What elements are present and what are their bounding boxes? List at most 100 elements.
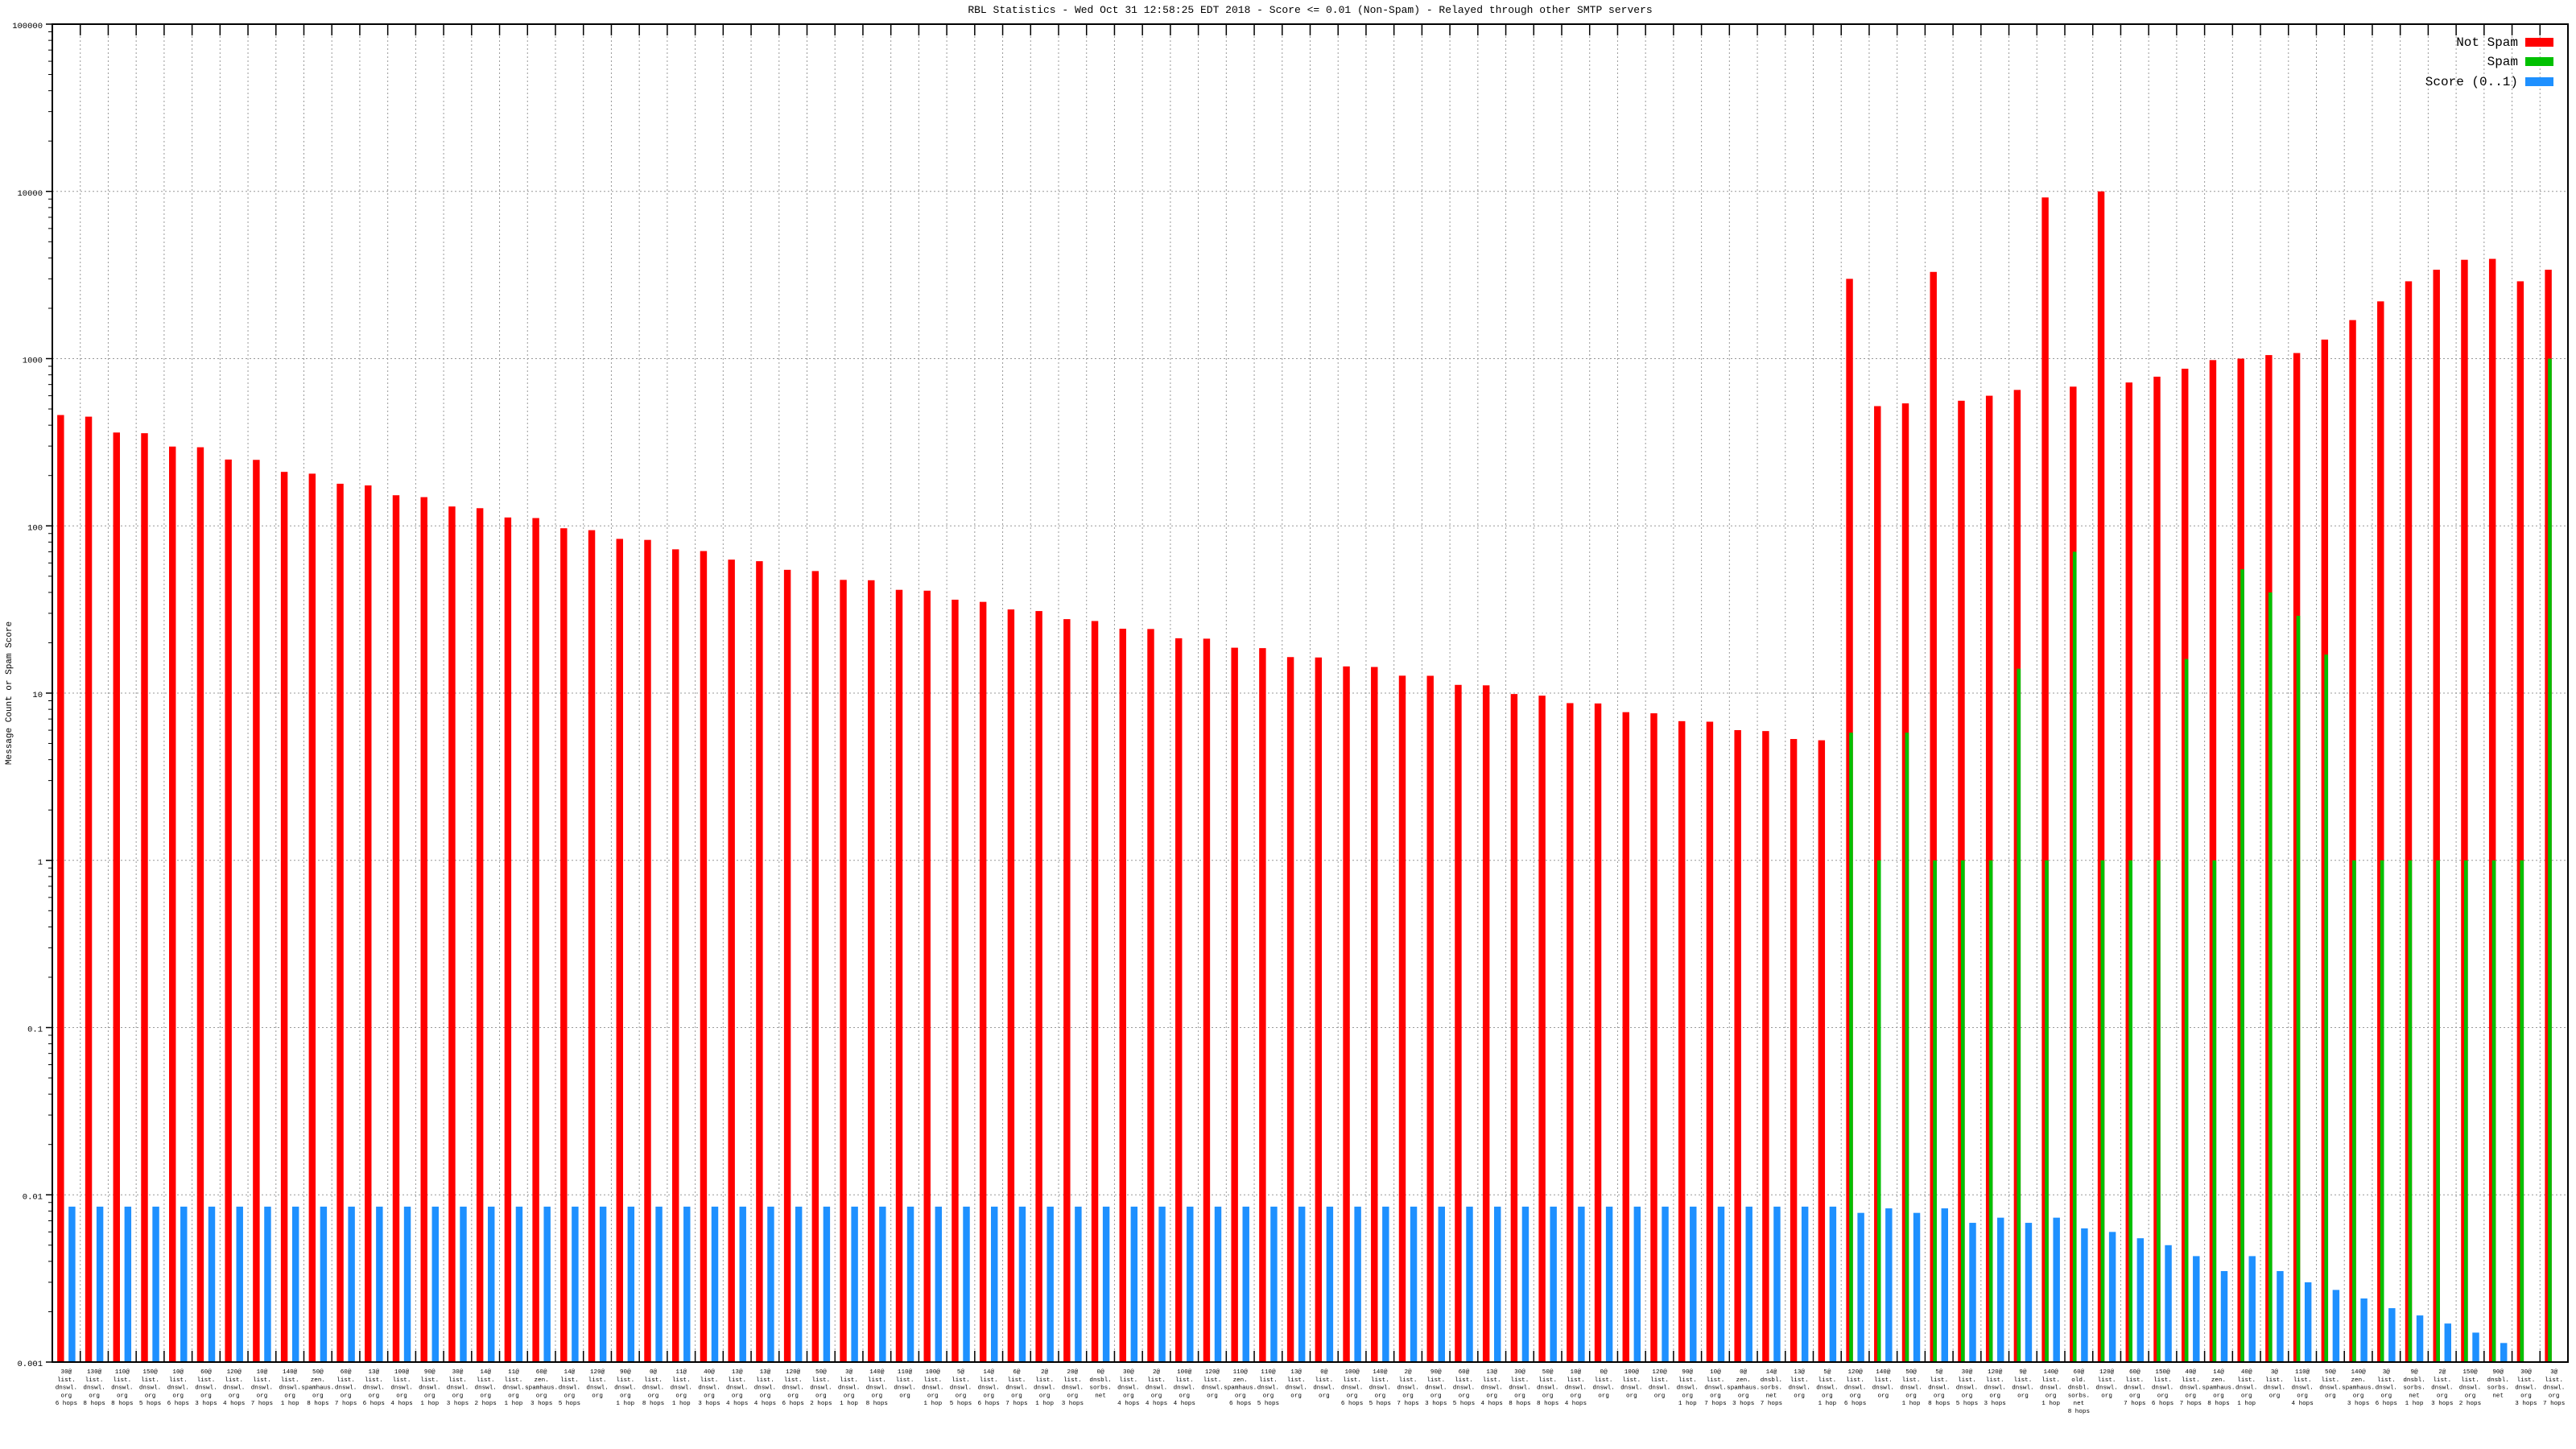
svg-text:org: org (2185, 1393, 2196, 1399)
svg-text:org: org (2465, 1393, 2476, 1399)
svg-text:list.: list. (868, 1377, 886, 1384)
svg-text:org: org (1459, 1393, 1470, 1399)
svg-text:9@: 9@ (2019, 1369, 2027, 1376)
svg-text:dnswl.: dnswl. (2152, 1385, 2174, 1392)
svg-text:1 hop: 1 hop (2405, 1401, 2424, 1407)
svg-text:10@: 10@ (172, 1369, 184, 1376)
svg-text:list.: list. (57, 1377, 76, 1384)
svg-text:org: org (927, 1393, 939, 1399)
svg-text:6@: 6@ (1013, 1369, 1021, 1376)
svg-text:30@: 30@ (1962, 1369, 1973, 1376)
svg-text:org: org (732, 1393, 743, 1399)
svg-text:list.: list. (2545, 1377, 2563, 1384)
svg-text:100: 100 (27, 523, 43, 533)
svg-text:org: org (480, 1393, 491, 1399)
svg-text:list.: list. (1203, 1377, 1222, 1384)
svg-text:3 hops: 3 hops (1425, 1401, 1447, 1407)
svg-text:org: org (396, 1393, 407, 1399)
svg-text:org: org (1905, 1393, 1917, 1399)
svg-text:6 hops: 6 hops (363, 1401, 385, 1407)
svg-text:net: net (2492, 1393, 2504, 1399)
svg-text:org: org (1039, 1393, 1051, 1399)
svg-text:org: org (2046, 1393, 2057, 1399)
svg-text:list.: list. (1399, 1377, 1418, 1384)
svg-text:org: org (2241, 1393, 2252, 1399)
svg-text:3@: 3@ (2550, 1369, 2558, 1376)
svg-text:org: org (2129, 1393, 2140, 1399)
svg-text:list.: list. (980, 1377, 998, 1384)
svg-text:Not Spam: Not Spam (2456, 35, 2518, 50)
svg-text:dnsbl.: dnsbl. (2487, 1377, 2509, 1384)
svg-text:org: org (2157, 1393, 2169, 1399)
svg-text:dnswl.: dnswl. (1844, 1385, 1866, 1392)
svg-text:9@: 9@ (2410, 1369, 2418, 1376)
svg-text:dnswl.: dnswl. (1062, 1385, 1084, 1392)
svg-text:14@: 14@ (2213, 1369, 2224, 1376)
svg-text:org: org (1598, 1393, 1609, 1399)
svg-text:list.: list. (1483, 1377, 1501, 1384)
svg-text:8 hops: 8 hops (1537, 1401, 1558, 1407)
svg-text:list.: list. (1846, 1377, 1864, 1384)
svg-text:list.: list. (1874, 1377, 1893, 1384)
svg-text:6 hops: 6 hops (2152, 1401, 2174, 1407)
svg-text:6 hops: 6 hops (1229, 1401, 1251, 1407)
svg-text:list.: list. (2265, 1377, 2284, 1384)
svg-text:org: org (704, 1393, 715, 1399)
svg-text:3 hops: 3 hops (2431, 1401, 2453, 1407)
svg-text:3@: 3@ (2383, 1369, 2391, 1376)
svg-text:30@: 30@ (2520, 1369, 2532, 1376)
svg-text:dnswl.: dnswl. (2515, 1385, 2537, 1392)
svg-text:4 hops: 4 hops (1481, 1401, 1503, 1407)
svg-text:5 hops: 5 hops (1453, 1401, 1475, 1407)
svg-text:dnswl.: dnswl. (950, 1385, 972, 1392)
svg-text:org: org (620, 1393, 631, 1399)
svg-text:dnswl.: dnswl. (279, 1385, 300, 1392)
svg-text:org: org (229, 1393, 240, 1399)
svg-text:60@: 60@ (341, 1369, 352, 1376)
svg-text:dnswl.: dnswl. (810, 1385, 832, 1392)
svg-text:60@: 60@ (1459, 1369, 1470, 1376)
svg-text:org: org (1571, 1393, 1582, 1399)
svg-text:org: org (452, 1393, 464, 1399)
svg-text:5 hops: 5 hops (1956, 1401, 1978, 1407)
svg-text:150@: 150@ (2462, 1369, 2478, 1376)
svg-text:list.: list. (225, 1377, 243, 1384)
svg-text:dnswl.: dnswl. (1369, 1385, 1391, 1392)
svg-text:50@: 50@ (1542, 1369, 1554, 1376)
svg-text:4 hops: 4 hops (1174, 1401, 1195, 1407)
svg-text:1 hop: 1 hop (616, 1401, 634, 1407)
svg-text:list.: list. (1343, 1377, 1361, 1384)
svg-text:dnswl.: dnswl. (2124, 1385, 2145, 1392)
svg-text:0@: 0@ (1600, 1369, 1608, 1376)
svg-text:120@: 120@ (2099, 1369, 2115, 1376)
svg-text:dnswl.: dnswl. (1984, 1385, 2006, 1392)
svg-text:org: org (983, 1393, 994, 1399)
svg-text:0.001: 0.001 (17, 1360, 43, 1369)
svg-text:list.: list. (1986, 1377, 2004, 1384)
svg-text:dnswl.: dnswl. (1425, 1385, 1447, 1392)
svg-text:dnswl.: dnswl. (1146, 1385, 1167, 1392)
svg-text:list.: list. (420, 1377, 439, 1384)
svg-text:2 hops: 2 hops (2459, 1401, 2481, 1407)
svg-text:list.: list. (756, 1377, 774, 1384)
svg-text:140@: 140@ (2044, 1369, 2059, 1376)
svg-text:list.: list. (1315, 1377, 1333, 1384)
svg-text:list.: list. (2182, 1377, 2200, 1384)
svg-text:org: org (1123, 1393, 1134, 1399)
svg-text:13@: 13@ (1794, 1369, 1805, 1376)
svg-text:org: org (1794, 1393, 1805, 1399)
svg-text:dnswl.: dnswl. (83, 1385, 105, 1392)
svg-text:org: org (312, 1393, 324, 1399)
svg-text:0.01: 0.01 (23, 1192, 43, 1202)
svg-text:list.: list. (2321, 1377, 2339, 1384)
svg-text:3 hops: 3 hops (2347, 1401, 2369, 1407)
svg-text:100@: 100@ (1177, 1369, 1192, 1376)
svg-text:org: org (1710, 1393, 1721, 1399)
svg-text:org: org (1989, 1393, 2000, 1399)
svg-text:dnsbl.: dnsbl. (1761, 1377, 1782, 1384)
svg-text:list.: list. (1371, 1377, 1389, 1384)
svg-text:8 hops: 8 hops (866, 1401, 888, 1407)
svg-text:30@: 30@ (61, 1369, 72, 1376)
svg-text:list.: list. (588, 1377, 607, 1384)
svg-text:110@: 110@ (1261, 1369, 1276, 1376)
